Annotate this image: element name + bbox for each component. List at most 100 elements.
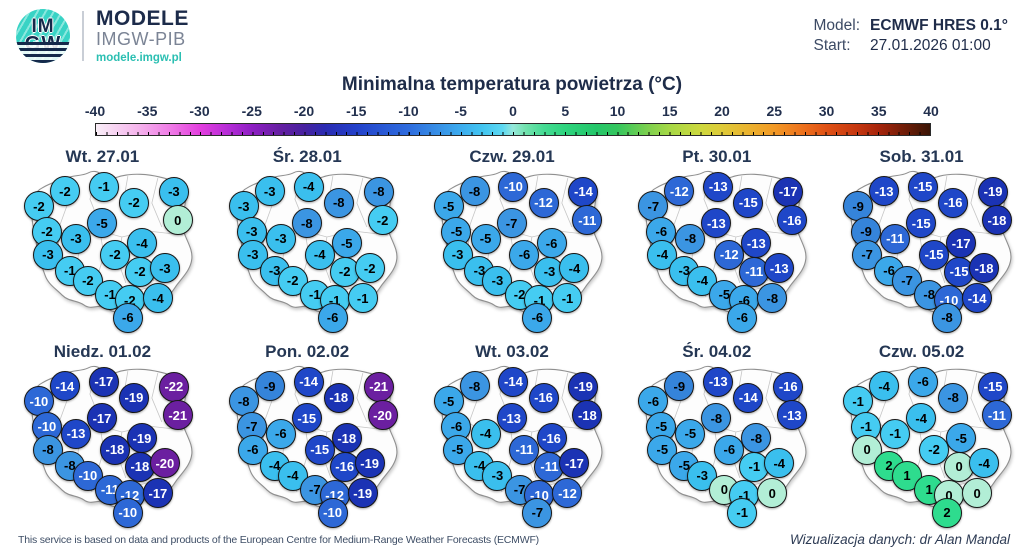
colorbar-tick-label: 15 — [661, 103, 678, 119]
temp-bubble: -2 — [919, 434, 950, 465]
temp-bubble: -4 — [559, 253, 590, 284]
temp-bubble: -12 — [664, 176, 695, 207]
temp-bubble: -8 — [701, 403, 732, 433]
temp-bubble: -14 — [962, 283, 993, 314]
page-title: Minimalna temperatura powietrza (°C) — [341, 74, 683, 95]
temp-bubble: -4 — [969, 448, 1000, 479]
maps-grid: Wt. 27.01 -2 -1 -3 -2 -2 -5 0 -2 -3 -4 -3 -2 -1 -2 -3 -2… — [0, 145, 1024, 535]
temp-bubble: -13 — [703, 171, 734, 202]
attribution-text: This service is based on data and produc… — [18, 534, 539, 546]
temp-bubble: -6 — [714, 434, 745, 465]
temp-bubble: -15 — [906, 208, 937, 238]
temp-bubble: 0 — [162, 205, 193, 236]
temp-bubble: -16 — [938, 187, 969, 218]
colorbar-tick-labels: -40 -35 -30 -25 -20 -15 -10 -5 0 5 10 15 20 25 30 35 40 — [85, 103, 939, 121]
temp-bubble: -13 — [869, 176, 900, 207]
temp-bubble: -19 — [978, 176, 1009, 207]
temp-bubble: -5 — [946, 423, 977, 454]
temp-bubble: -16 — [536, 423, 567, 454]
temp-bubble: -18 — [981, 205, 1012, 236]
temp-bubble: -1 — [88, 171, 119, 202]
temp-bubble: -14 — [568, 176, 599, 207]
temp-bubble: -5 — [470, 223, 501, 254]
temp-bubble: -15 — [304, 434, 335, 465]
temp-bubble: -3 — [158, 176, 189, 207]
temp-bubble: -16 — [773, 371, 804, 402]
temp-bubble: -3 — [60, 223, 91, 254]
model-label: Model: — [813, 17, 861, 34]
temp-bubble: -15 — [978, 371, 1009, 402]
colorbar-tick-label: 25 — [766, 103, 783, 119]
temp-bubble: -19 — [568, 371, 599, 402]
logo-text-im: IM — [31, 15, 55, 37]
temp-bubble: -22 — [158, 371, 189, 402]
temp-bubble: -11 — [981, 400, 1012, 431]
start-label: Start: — [813, 37, 851, 54]
temp-bubble: -14 — [49, 371, 80, 402]
temp-bubble: -6 — [265, 418, 296, 449]
colorbar-tick-label: -10 — [398, 103, 419, 119]
panel-title: Czw. 05.02 — [878, 342, 965, 361]
map-panel: Czw. 05.02 -4 -6 -15 -1 -8 -4 -11 -1 -1 -5 0 -2 2 0 -4 1… — [819, 340, 1024, 535]
temp-bubble: -19 — [354, 448, 385, 479]
temp-bubble: -19 — [118, 382, 149, 413]
temp-bubble: -15 — [733, 187, 764, 218]
imgw-logo-link[interactable]: IM GW MODELE IMGW-PIB modele.imgw.pl — [16, 7, 189, 65]
temp-bubble: -2 — [49, 176, 80, 207]
temp-bubble: -10 — [112, 497, 143, 528]
temp-bubble: -6 — [112, 302, 143, 333]
temp-bubble: -7 — [638, 191, 669, 222]
temp-bubble: -5 — [675, 418, 706, 449]
temp-bubble: -8 — [291, 208, 322, 238]
temp-bubble: -6 — [536, 228, 567, 259]
map-panel: Pt. 30.01 -12 -13 -17 -7 -15 -13 -16 -6 -8 -13 -4 -1… — [614, 145, 819, 340]
logo-waves-decoration — [16, 42, 70, 63]
temp-bubble: -7 — [496, 208, 527, 238]
imgw-logo-icon: IM GW — [16, 8, 70, 63]
temp-bubble: -12 — [714, 239, 745, 270]
panel-title: Śr. 28.01 — [272, 147, 342, 166]
temp-bubble: -5 — [86, 208, 117, 238]
temp-bubble: -15 — [908, 171, 939, 202]
map-panel: Wt. 03.02 -8 -14 -19 -5 -16 -13 -18 -6 -4 -16 -5 -11… — [410, 340, 615, 535]
temp-bubble: -8 — [459, 371, 490, 402]
temp-bubble: -4 — [470, 418, 501, 449]
temp-bubble: -15 — [291, 403, 322, 433]
temp-bubble: -11 — [572, 205, 603, 236]
temp-bubble: -5 — [331, 228, 362, 259]
temp-bubble: -3 — [228, 191, 259, 222]
temp-bubble: -8 — [931, 302, 962, 333]
colorbar-tick-label: -35 — [137, 103, 158, 119]
temp-bubble: -18 — [99, 434, 130, 465]
colorbar-tick-label: 20 — [714, 103, 730, 119]
brand-divider — [82, 10, 84, 61]
start-value: 27.01.2026 01:00 — [870, 37, 991, 54]
temp-bubble: -17 — [142, 478, 173, 509]
temp-bubble: -20 — [149, 448, 180, 479]
brand-subtitle: IMGW-PIB — [96, 29, 186, 50]
temp-bubble: 2 — [931, 497, 962, 528]
temp-bubble: -15 — [919, 239, 950, 270]
temp-bubble: -10 — [317, 497, 348, 528]
map-panel: Sob. 31.01 -13 -15 -19 -9 -16 -15 -18 -9 -11 -17 -7… — [819, 145, 1024, 340]
temp-bubble: -4 — [126, 228, 157, 259]
temp-bubble: -6 — [509, 239, 540, 270]
map-panel: Śr. 28.01 -3 -4 -8 -3 -8 -8 -2 -3 -3 -5 -3 -4 -3 -2 -2-… — [205, 145, 410, 340]
temp-bubble: -19 — [347, 478, 378, 509]
colorbar-tick-label: 0 — [509, 103, 517, 119]
temp-bubble: -4 — [293, 171, 324, 202]
temp-bubble: -21 — [363, 371, 394, 402]
temp-bubble: -6 — [908, 366, 939, 397]
temp-bubble: -8 — [938, 382, 969, 413]
colorbar-tick-label: -40 — [84, 103, 106, 119]
brand-url-link[interactable]: modele.imgw.pl — [96, 51, 182, 64]
temp-bubble: -9 — [254, 371, 285, 402]
temp-bubble: -13 — [701, 208, 732, 238]
colorbar-tick-label: 40 — [923, 103, 939, 119]
temp-bubble: -8 — [741, 423, 772, 454]
temp-bubble: -13 — [741, 228, 772, 259]
temp-bubble: -8 — [757, 283, 788, 314]
temp-bubble: -3 — [669, 255, 700, 286]
temp-bubble: -7 — [522, 497, 553, 528]
temp-bubble: -16 — [528, 382, 559, 413]
